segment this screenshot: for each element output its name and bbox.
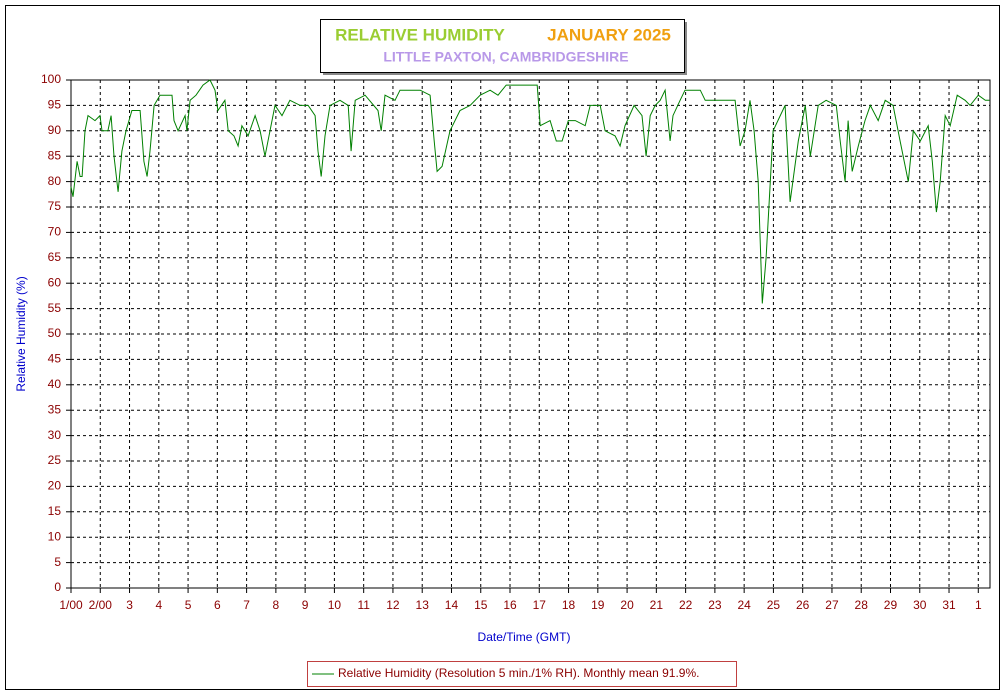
x-tick-label: 6: [214, 598, 221, 612]
y-tick-label: 90: [48, 123, 62, 137]
x-tick-label: 3: [126, 598, 133, 612]
x-tick-label: 14: [445, 598, 459, 612]
y-tick-label: 40: [48, 377, 62, 391]
y-tick-label: 65: [48, 250, 62, 264]
x-tick-label: 1/00: [59, 598, 83, 612]
x-tick-label: 30: [913, 598, 927, 612]
legend-box: [307, 661, 737, 687]
x-tick-label: 11: [357, 598, 370, 612]
y-tick-label: 0: [54, 580, 61, 594]
y-tick-label: 85: [48, 148, 62, 162]
x-tick-label: 21: [650, 598, 664, 612]
x-tick-label: 17: [533, 598, 547, 612]
y-tick-label: 95: [48, 98, 62, 112]
y-tick-label: 30: [48, 428, 62, 442]
y-tick-label: 70: [48, 225, 62, 239]
x-tick-label: 20: [620, 598, 634, 612]
y-axis-label: Relative Humidity (%): [14, 276, 28, 391]
x-tick-label: 24: [737, 598, 751, 612]
x-tick-label: 7: [243, 598, 250, 612]
data-line: [70, 79, 990, 304]
y-tick-label: 55: [48, 301, 62, 315]
x-tick-label: 25: [767, 598, 781, 612]
x-tick-label: 22: [679, 598, 693, 612]
chart-title: RELATIVE HUMIDITY: [335, 25, 505, 44]
y-tick-label: 75: [48, 199, 62, 213]
x-tick-label: 16: [503, 598, 517, 612]
x-tick-label: 10: [328, 598, 342, 612]
x-tick-label: 5: [185, 598, 192, 612]
x-axis-label: Date/Time (GMT): [478, 630, 571, 644]
chart-period: JANUARY 2025: [547, 25, 671, 44]
x-tick-label: 19: [591, 598, 605, 612]
outer-frame: [5, 5, 1000, 690]
plot-frame: [70, 79, 991, 589]
x-tick-label: 18: [562, 598, 576, 612]
y-tick-label: 45: [48, 352, 62, 366]
y-tick-label: 5: [54, 555, 61, 569]
x-tick-label: 13: [416, 598, 430, 612]
x-tick-label: 26: [796, 598, 810, 612]
x-tick-label: 27: [825, 598, 839, 612]
x-tick-label: 2/00: [89, 598, 113, 612]
x-tick-label: 1: [975, 598, 982, 612]
y-tick-label: 100: [41, 72, 61, 86]
y-tick-label: 15: [48, 504, 62, 518]
x-tick-label: 9: [302, 598, 309, 612]
x-tick-label: 31: [942, 598, 956, 612]
x-tick-label: 8: [273, 598, 280, 612]
legend-label: Relative Humidity (Resolution 5 min./1% …: [338, 666, 699, 680]
x-tick-label: 29: [884, 598, 898, 612]
y-tick-label: 10: [48, 529, 62, 543]
x-tick-label: 15: [474, 598, 488, 612]
x-tick-label: 12: [386, 598, 400, 612]
y-tick-label: 60: [48, 275, 62, 289]
y-tick-label: 35: [48, 402, 62, 416]
y-tick-label: 80: [48, 174, 62, 188]
x-tick-label: 28: [855, 598, 869, 612]
y-tick-label: 25: [48, 453, 62, 467]
title-box: [320, 19, 685, 73]
y-tick-label: 50: [48, 326, 62, 340]
x-tick-label: 23: [708, 598, 722, 612]
y-tick-label: 20: [48, 479, 62, 493]
x-tick-label: 4: [155, 598, 162, 612]
chart-subtitle: LITTLE PAXTON, CAMBRIDGESHIRE: [383, 49, 628, 65]
